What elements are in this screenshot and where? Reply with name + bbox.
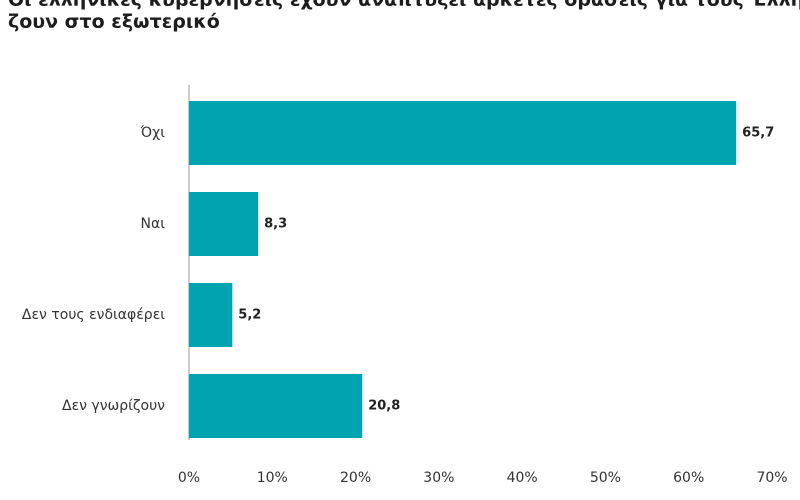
x-tick-label: 10% bbox=[257, 470, 288, 486]
bar bbox=[189, 374, 363, 438]
x-tick-label: 70% bbox=[756, 470, 787, 486]
y-tick-label: Δεν τους ενδιαφέρει bbox=[22, 307, 165, 323]
x-tick-label: 60% bbox=[673, 470, 704, 486]
bar bbox=[189, 283, 233, 347]
x-tick-label: 50% bbox=[590, 470, 621, 486]
bar bbox=[189, 101, 737, 165]
chart-title: ζουν στο εξωτερικό bbox=[8, 11, 220, 33]
x-tick-label: 0% bbox=[178, 470, 200, 486]
x-tick-label: 40% bbox=[507, 470, 538, 486]
chart-title: Οι ελληνικές κυβερνήσεις έχουν αναπτύξει… bbox=[8, 0, 800, 11]
x-tick-label: 30% bbox=[423, 470, 454, 486]
y-tick-label: Δεν γνωρίζουν bbox=[62, 398, 165, 414]
value-label: 5,2 bbox=[238, 308, 261, 323]
y-tick-label: Όχι bbox=[140, 125, 165, 141]
y-tick-label: Ναι bbox=[141, 216, 166, 232]
value-label: 8,3 bbox=[264, 217, 287, 232]
bar bbox=[189, 192, 259, 256]
value-label: 65,7 bbox=[742, 126, 774, 141]
x-tick-label: 20% bbox=[340, 470, 371, 486]
value-label: 20,8 bbox=[368, 399, 400, 414]
